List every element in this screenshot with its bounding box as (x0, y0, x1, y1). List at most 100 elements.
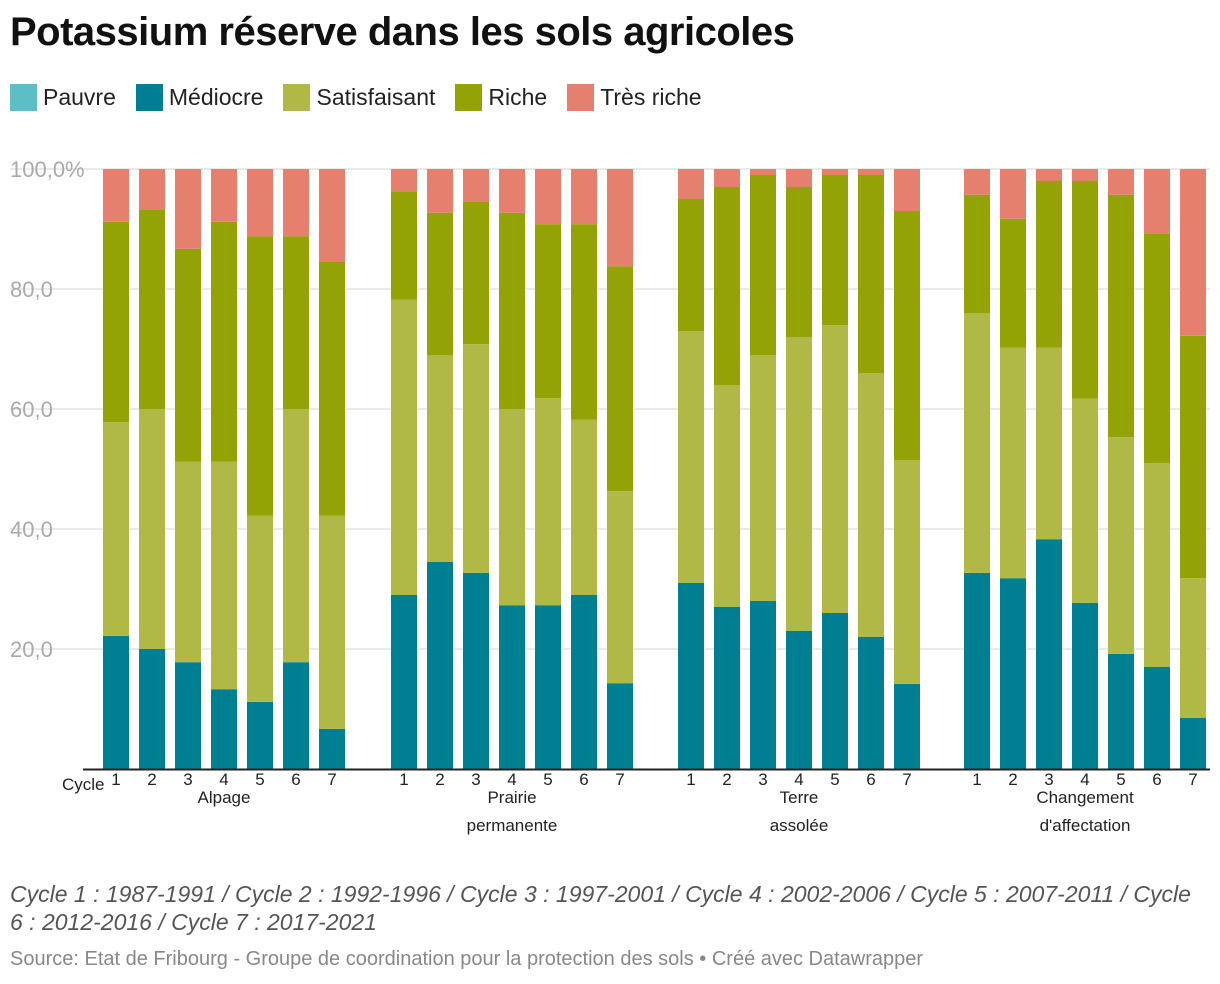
legend-label: Satisfaisant (316, 84, 436, 110)
x-tick-label: 7 (327, 770, 336, 789)
bar-segment-très-riche (499, 169, 525, 213)
group-label: Terre (780, 788, 819, 807)
bar-segment-très-riche (786, 169, 812, 187)
bar-segment-médiocre (786, 631, 812, 769)
bar-segment-satisfaisant (750, 355, 776, 601)
bar-segment-satisfaisant (678, 331, 704, 583)
cycle-note: Cycle 1 : 1987-1991 / Cycle 2 : 1992-199… (10, 881, 1191, 935)
x-tick-label: 4 (794, 770, 803, 789)
x-axis-prefix-label: Cycle (62, 775, 105, 794)
x-tick-label: 6 (291, 770, 300, 789)
bar-segment-très-riche (139, 169, 165, 210)
bar-segment-très-riche (103, 169, 129, 222)
bar-segment-riche (463, 202, 489, 345)
bar-segment-très-riche (1144, 169, 1170, 234)
bar-segment-satisfaisant (427, 355, 453, 562)
bar-segment-satisfaisant (211, 461, 237, 690)
bar-segment-médiocre (822, 613, 848, 769)
bar-segment-satisfaisant (1036, 347, 1062, 540)
bar-segment-médiocre (139, 649, 165, 769)
bar-segment-satisfaisant (571, 419, 597, 595)
bar-segment-riche (894, 211, 920, 460)
x-tick-label: 7 (902, 770, 911, 789)
chart-plot: 20,0 40,0 60,0 80,0 100,0% 1 2 3 4 5 6 7 Alpage 1 2 3 4 5… (10, 157, 1210, 835)
bar-segment-satisfaisant (175, 461, 201, 663)
bar-segment-satisfaisant (894, 460, 920, 684)
bar-segment-satisfaisant (964, 313, 990, 573)
bar-segment-riche (283, 236, 309, 409)
x-tick-label: 3 (758, 770, 767, 789)
x-tick-label: 4 (219, 770, 228, 789)
legend: Pauvre Médiocre Satisfaisant Riche Très rich… (10, 84, 702, 111)
x-tick-label: 2 (435, 770, 444, 789)
bar-segment-très-riche (678, 169, 704, 199)
bar-segment-médiocre (678, 583, 704, 769)
bar-segment-riche (1036, 181, 1062, 348)
bar-segment-riche (964, 194, 990, 313)
bar-segment-satisfaisant (103, 422, 129, 636)
bar-segment-très-riche (1000, 169, 1026, 219)
bar-segment-satisfaisant (535, 398, 561, 606)
bar-segment-médiocre (858, 637, 884, 769)
x-tick-label: 1 (686, 770, 695, 789)
chart-title: Potassium réserve dans les sols agricole… (10, 10, 795, 54)
bar-segment-médiocre (750, 601, 776, 769)
bar-segment-médiocre (175, 662, 201, 769)
x-tick-label: 3 (183, 770, 192, 789)
bar-segment-riche (1144, 233, 1170, 463)
x-tick-label: 5 (255, 770, 264, 789)
bar-segment-riche (319, 262, 345, 516)
bar-segment-satisfaisant (463, 344, 489, 573)
bar-segment-très-riche (571, 169, 597, 225)
x-tick-label: 4 (507, 770, 516, 789)
bar-segment-très-riche (894, 169, 920, 211)
bar-segment-très-riche (714, 169, 740, 187)
x-tick-label: 3 (1044, 770, 1053, 789)
legend-item: Très riche (567, 84, 702, 111)
bar-segment-riche (786, 187, 812, 337)
bar-segment-médiocre (463, 572, 489, 769)
x-tick-label: 1 (399, 770, 408, 789)
x-tick-label: 7 (1188, 770, 1197, 789)
legend-swatch (283, 84, 311, 111)
bar-segment-satisfaisant (139, 409, 165, 649)
bar-segment-médiocre (103, 635, 129, 769)
bar-segment-riche (391, 191, 417, 300)
x-tick-label: 5 (543, 770, 552, 789)
bar-segment-riche (1072, 181, 1098, 399)
bar-segment-riche (678, 199, 704, 331)
bar-segment-médiocre (1036, 539, 1062, 769)
bar-segment-médiocre (1072, 602, 1098, 769)
bar-segment-satisfaisant (391, 299, 417, 595)
legend-item: Pauvre (10, 84, 116, 111)
legend-swatch (567, 84, 595, 111)
x-tick-label: 6 (579, 770, 588, 789)
bar-segment-riche (103, 221, 129, 423)
bar-segment-riche (571, 224, 597, 420)
bar-segment-satisfaisant (283, 409, 309, 663)
bar-segment-riche (247, 236, 273, 516)
bar-segment-médiocre (1108, 653, 1134, 769)
bar-segment-médiocre (964, 572, 990, 769)
bar-segment-médiocre (1000, 578, 1026, 769)
group-label: Prairie (487, 788, 536, 807)
legend-label: Médiocre (168, 84, 264, 110)
bar-segment-riche (427, 212, 453, 355)
source-line: Source: Etat de Fribourg - Groupe de coo… (10, 948, 924, 970)
bar-segment-médiocre (319, 728, 345, 769)
bar-segment-très-riche (247, 169, 273, 237)
bar-segment-riche (1108, 194, 1134, 438)
bar-segment-médiocre (391, 595, 417, 769)
bar-segment-riche (175, 248, 201, 462)
bar-segment-riche (139, 209, 165, 409)
group-label: permanente (467, 816, 558, 835)
legend-label: Pauvre (43, 84, 116, 110)
bar-segment-riche (211, 221, 237, 462)
bar-segment-satisfaisant (858, 373, 884, 637)
bar-segment-médiocre (247, 701, 273, 769)
bar-segment-très-riche (1036, 169, 1062, 181)
bar-segment-riche (822, 175, 848, 325)
bar-segment-satisfaisant (499, 409, 525, 606)
legend-swatch (455, 84, 483, 111)
y-tick-label: 80,0 (10, 277, 53, 302)
